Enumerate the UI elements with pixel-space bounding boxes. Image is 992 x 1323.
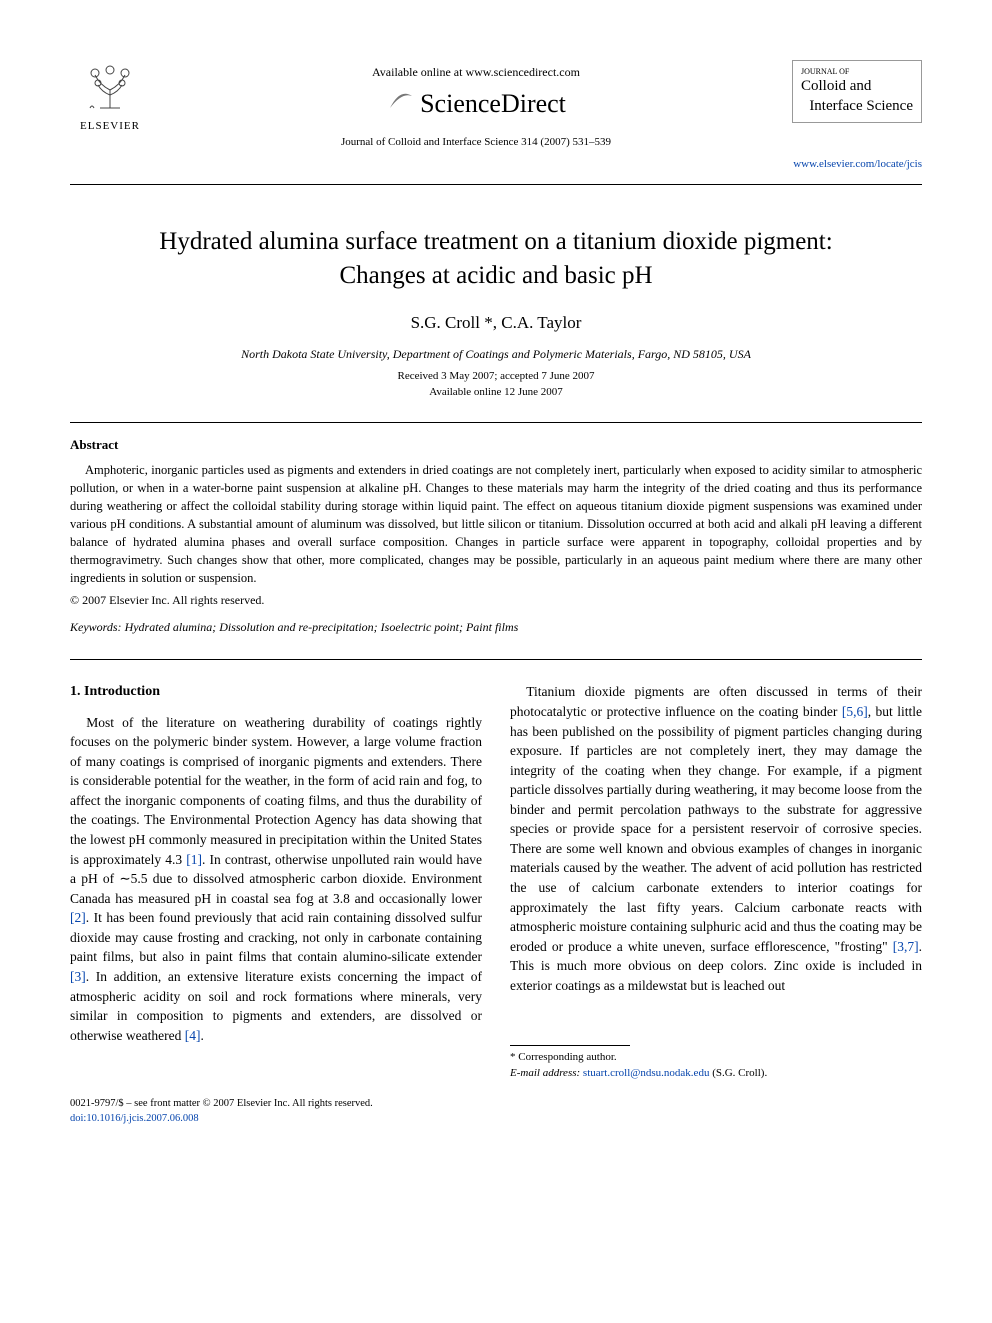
journal-url-link[interactable]: www.elsevier.com/locate/jcis: [70, 158, 922, 170]
available-date: Available online 12 June 2007: [70, 386, 922, 398]
platform-name-text: ScienceDirect: [420, 89, 566, 119]
header: ELSEVIER Available online at www.science…: [70, 60, 922, 148]
keywords-text: Hydrated alumina; Dissolution and re-pre…: [125, 620, 519, 634]
received-date: Received 3 May 2007; accepted 7 June 200…: [70, 370, 922, 382]
paper-title: Hydrated alumina surface treatment on a …: [70, 225, 922, 293]
issn-line: 0021-9797/$ – see front matter © 2007 El…: [70, 1097, 922, 1112]
header-center: Available online at www.sciencedirect.co…: [170, 60, 782, 148]
email-suffix: (S.G. Croll).: [712, 1067, 767, 1079]
ref-link-56[interactable]: [5,6]: [842, 704, 868, 719]
keywords-label: Keywords:: [70, 620, 122, 634]
ref-link-1[interactable]: [1]: [186, 852, 202, 867]
ref-link-3[interactable]: [3]: [70, 969, 86, 984]
platform-name: ScienceDirect: [386, 86, 566, 122]
abstract-bottom-rule: [70, 659, 922, 660]
journal-reference: Journal of Colloid and Interface Science…: [170, 136, 782, 148]
abstract-section: Abstract Amphoteric, inorganic particles…: [70, 437, 922, 636]
doi-link[interactable]: doi:10.1016/j.jcis.2007.06.008: [70, 1112, 922, 1127]
available-online-text: Available online at www.sciencedirect.co…: [170, 65, 782, 80]
abstract-text: Amphoteric, inorganic particles used as …: [70, 461, 922, 588]
header-rule: [70, 184, 922, 185]
title-line2: Changes at acidic and basic pH: [339, 262, 652, 289]
email-link[interactable]: stuart.croll@ndsu.nodak.edu: [583, 1067, 710, 1079]
section-1-heading: 1. Introduction: [70, 682, 482, 702]
ref-link-2[interactable]: [2]: [70, 910, 86, 925]
body-columns: 1. Introduction Most of the literature o…: [70, 682, 922, 1081]
sciencedirect-swoosh-icon: [386, 86, 414, 122]
journal-box: JOURNAL OF Colloid and Interface Science: [792, 60, 922, 123]
abstract-copyright: © 2007 Elsevier Inc. All rights reserved…: [70, 593, 922, 608]
body-para-2: Titanium dioxide pigments are often disc…: [510, 682, 922, 995]
corr-author-email-line: E-mail address: stuart.croll@ndsu.nodak.…: [510, 1066, 922, 1081]
corresponding-author-footnote: * Corresponding author. E-mail address: …: [510, 1050, 922, 1081]
page-footer: 0021-9797/$ – see front matter © 2007 El…: [70, 1097, 922, 1126]
abstract-top-rule: [70, 422, 922, 423]
publisher-name: ELSEVIER: [70, 120, 150, 132]
title-block: Hydrated alumina surface treatment on a …: [70, 225, 922, 398]
elsevier-logo: ELSEVIER: [70, 60, 150, 132]
journal-box-line2: Interface Science: [801, 97, 913, 117]
journal-box-line1: Colloid and: [801, 77, 913, 97]
body-para-1: Most of the literature on weathering dur…: [70, 713, 482, 1046]
affiliation: North Dakota State University, Departmen…: [70, 347, 922, 362]
footnote-rule: [510, 1045, 630, 1046]
title-line1: Hydrated alumina surface treatment on a …: [159, 228, 832, 255]
journal-box-small: JOURNAL OF: [801, 67, 913, 77]
corr-author-label: * Corresponding author.: [510, 1050, 922, 1065]
ref-link-4[interactable]: [4]: [185, 1028, 201, 1043]
elsevier-tree-icon: [70, 60, 150, 118]
ref-link-37[interactable]: [3,7]: [893, 939, 919, 954]
keywords: Keywords: Hydrated alumina; Dissolution …: [70, 620, 922, 635]
authors: S.G. Croll *, C.A. Taylor: [70, 313, 922, 333]
abstract-body: Amphoteric, inorganic particles used as …: [70, 461, 922, 588]
email-label: E-mail address:: [510, 1067, 580, 1079]
abstract-label: Abstract: [70, 437, 922, 453]
